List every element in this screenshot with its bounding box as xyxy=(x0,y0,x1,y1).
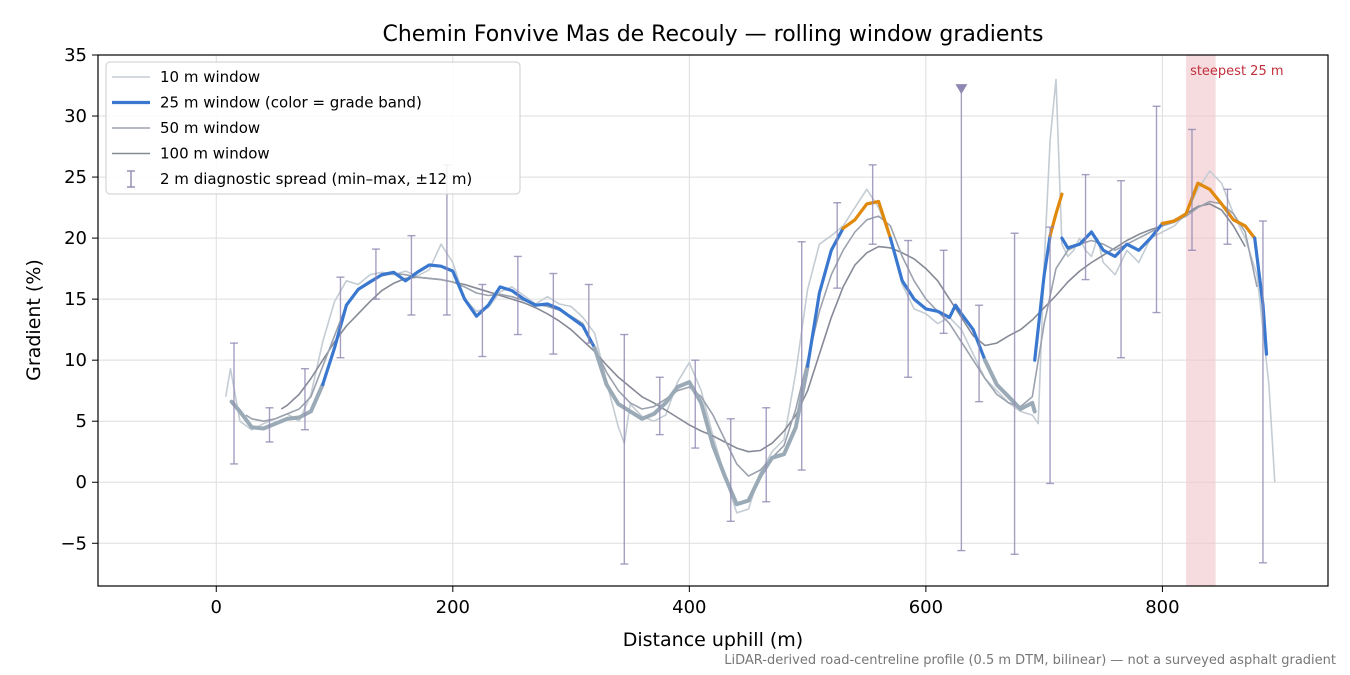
spread-group xyxy=(230,84,1267,565)
plot-frame xyxy=(97,54,1329,587)
legend: 10 m window 25 m window (color = grade ba… xyxy=(105,61,521,195)
steepest-band xyxy=(1186,55,1216,586)
series-25m-segment-high xyxy=(1048,192,1064,238)
x-tick-label: 600 xyxy=(909,597,943,618)
x-tick-label: 800 xyxy=(1145,597,1179,618)
legend-label: 10 m window xyxy=(160,68,260,86)
series-group xyxy=(224,78,1276,514)
steepest-label: steepest 25 m xyxy=(1190,64,1283,79)
series-25m-segment-high xyxy=(1160,181,1257,240)
series-50m-line xyxy=(245,200,1258,477)
legend-label: 25 m window (color = grade band) xyxy=(160,94,422,112)
y-tick-label: −5 xyxy=(60,533,87,554)
series-25m-segment-low xyxy=(1253,236,1269,356)
x-tick-label: 200 xyxy=(436,597,470,618)
y-tick-label: 35 xyxy=(64,45,87,66)
series-25m-segment-flat xyxy=(229,382,325,431)
x-tick-label: 400 xyxy=(672,597,706,618)
legend-label: 50 m window xyxy=(160,119,260,137)
chart-title: Chemin Fonvive Mas de Recouly — rolling … xyxy=(383,22,1044,47)
y-tick-label: 20 xyxy=(64,228,87,249)
y-tick-label: 0 xyxy=(76,472,87,493)
x-tick-label: 0 xyxy=(211,597,222,618)
chart-footnote: LiDAR-derived road-centreline profile (0… xyxy=(724,653,1336,668)
series-100m-line xyxy=(280,203,1246,453)
steepest-highlight: steepest 25 m xyxy=(1186,55,1284,586)
legend-box xyxy=(105,61,521,195)
series-25m-segment-high xyxy=(841,199,892,240)
y-tick-label: 15 xyxy=(64,289,87,310)
y-tick-label: 5 xyxy=(76,411,87,432)
x-axis-label: Distance uphill (m) xyxy=(623,629,803,651)
spread-cap-triangle xyxy=(955,84,968,95)
legend-label: 2 m diagnostic spread (min–max, ±12 m) xyxy=(160,170,472,188)
series-25m-segment-flat xyxy=(592,346,810,507)
legend-label: 100 m window xyxy=(160,145,270,163)
series-25m-segment-low xyxy=(1033,234,1052,362)
y-tick-label: 25 xyxy=(64,167,87,188)
y-axis-label: Gradient (%) xyxy=(23,259,45,381)
y-tick-label: 10 xyxy=(64,350,87,371)
axes: 0 200 400 600 800 −5 0 5 10 15 20 25 30 35 xyxy=(60,45,1179,618)
y-tick-label: 30 xyxy=(64,106,87,127)
series-25m-segment-low xyxy=(1060,221,1164,258)
series-25m-segment-low xyxy=(321,263,597,387)
